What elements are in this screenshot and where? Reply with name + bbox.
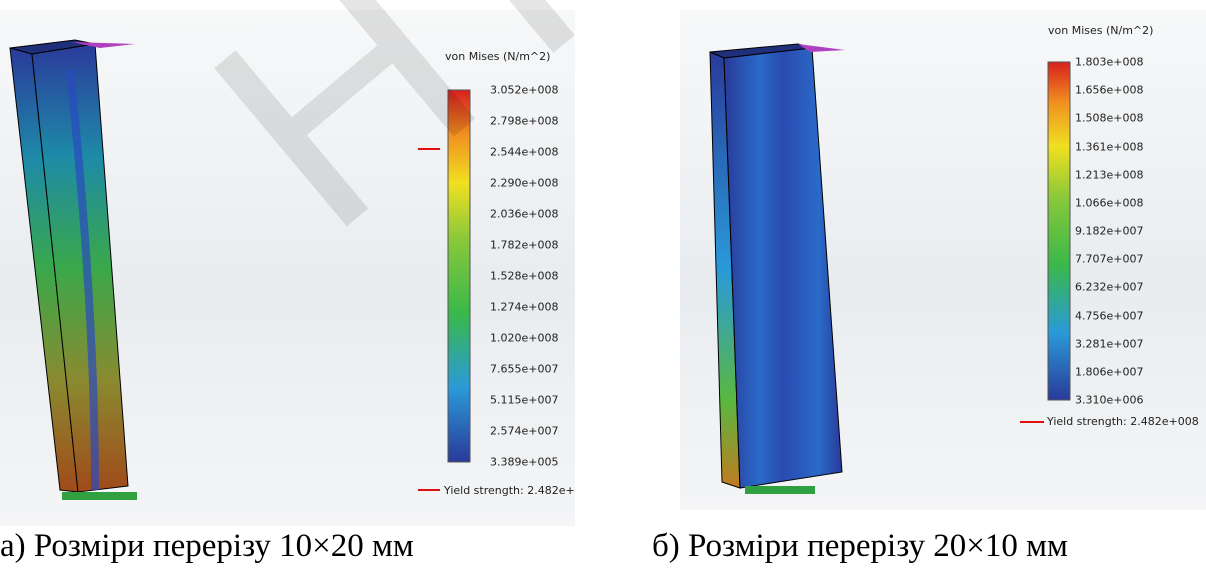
legend-tick-label: 2.544e+008: [490, 146, 558, 159]
legend-tick-label: 1.528e+008: [490, 270, 558, 283]
legend-tick-label: 7.655e+007: [490, 363, 558, 376]
legend-tick-label: 1.508e+008: [1075, 112, 1143, 125]
legend-tick-label: 1.066e+008: [1075, 196, 1143, 209]
legend-tick-label: 1.274e+008: [490, 301, 558, 314]
legend-tick-label: 1.656e+008: [1075, 84, 1143, 97]
legend-tick-label: 5.115e+007: [490, 394, 558, 407]
legend-tick-label: 1.803e+008: [1075, 56, 1143, 69]
legend-tick-label: 1.213e+008: [1075, 168, 1143, 181]
legend-title: von Mises (N/m^2): [445, 50, 550, 63]
caption: б) Розміри перерізу 20×10 мм: [652, 528, 1068, 565]
yield-label: Yield strength: 2.482e+008: [444, 484, 575, 497]
legend-tick-label: 1.806e+007: [1075, 365, 1143, 378]
page: {"watermark": "НТБ", "panels": [ {"legen…: [0, 0, 1206, 569]
legend-tick-label: 2.290e+008: [490, 177, 558, 190]
legend-tick-label: 1.361e+008: [1075, 140, 1143, 153]
legend-tick-label: 9.182e+007: [1075, 225, 1143, 238]
legend-tick-label: 3.281e+007: [1075, 337, 1143, 350]
legend-tick-label: 2.798e+008: [490, 115, 558, 128]
legend-tick-label: 3.310e+006: [1075, 394, 1143, 407]
legend-tick-label: 2.036e+008: [490, 208, 558, 221]
caption: а) Розміри перерізу 10×20 мм: [0, 528, 414, 565]
legend-tick-label: 3.052e+008: [490, 84, 558, 97]
legend-tick-label: 7.707e+007: [1075, 253, 1143, 266]
legend-tick-label: 2.574e+007: [490, 425, 558, 438]
simulation-view: von Mises (N/m^2) Yield strength: 2.482e…: [0, 10, 575, 526]
legend-tick-label: 6.232e+007: [1075, 281, 1143, 294]
simulation-view: von Mises (N/m^2) Yield strength: 2.482e…: [680, 10, 1206, 510]
yield-label: Yield strength: 2.482e+008: [1047, 415, 1199, 428]
legend-tick-label: 1.020e+008: [490, 332, 558, 345]
legend-title: von Mises (N/m^2): [1048, 24, 1153, 37]
legend-tick-label: 1.782e+008: [490, 239, 558, 252]
legend-tick-label: 3.389e+005: [490, 456, 558, 469]
legend-tick-label: 4.756e+007: [1075, 309, 1143, 322]
beam-model: [0, 10, 575, 526]
